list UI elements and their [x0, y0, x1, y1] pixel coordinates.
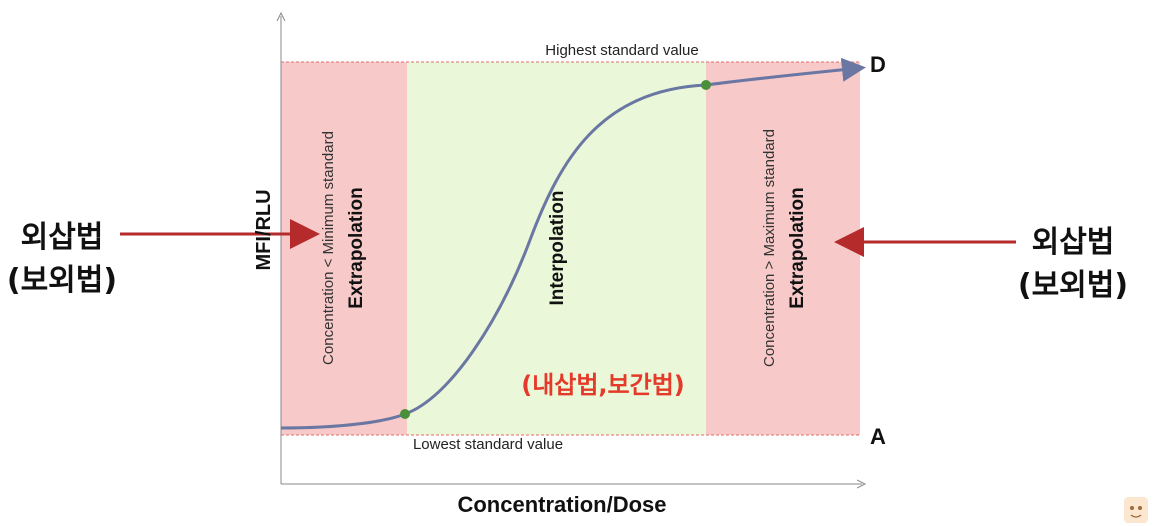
- lowest-standard-point: [400, 409, 410, 419]
- interpolation-korean-label: (내삽법,보간법): [521, 371, 685, 399]
- right-region-subtitle: Concentration > Maximum standard: [761, 129, 778, 367]
- left-region-subtitle: Concentration < Minimum standard: [320, 131, 337, 365]
- highest-standard-label: Highest standard value: [545, 42, 698, 59]
- left-korean-line1: 외삽법: [21, 220, 104, 255]
- x-axis-label: Concentration/Dose: [457, 492, 666, 517]
- left-korean-line2: (보외법): [7, 263, 117, 298]
- right-region-title: Extrapolation: [787, 187, 808, 308]
- right-extrapolation-region: [706, 62, 860, 435]
- highest-standard-point: [701, 80, 711, 90]
- y-axis-label: MFI/RLU: [253, 189, 275, 270]
- a-label: A: [870, 424, 886, 449]
- mascot-icon: [1124, 497, 1148, 523]
- lowest-standard-label: Lowest standard value: [413, 436, 563, 453]
- middle-region-title: Interpolation: [547, 190, 568, 305]
- left-region-title: Extrapolation: [346, 187, 367, 308]
- sigmoid-curve: [280, 57, 866, 430]
- left-extrapolation-region: [281, 62, 407, 435]
- right-korean-line2: (보외법): [1018, 268, 1128, 303]
- d-label: D: [870, 52, 886, 77]
- right-korean-line1: 외삽법: [1032, 225, 1115, 260]
